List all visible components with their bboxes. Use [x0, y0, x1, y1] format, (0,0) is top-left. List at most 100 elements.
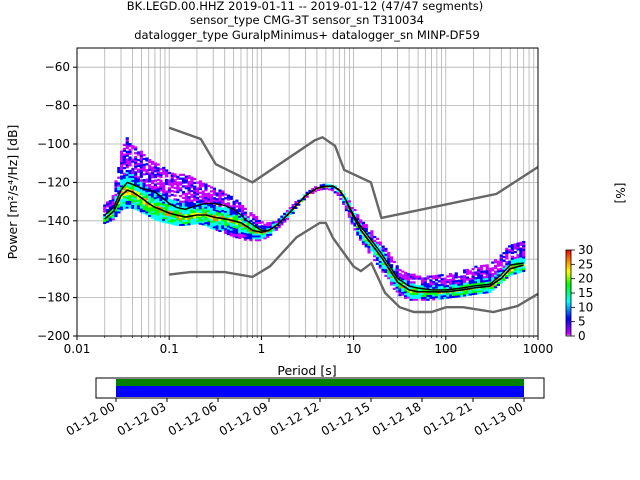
- density-cell: [156, 219, 160, 222]
- density-cell: [179, 221, 183, 224]
- density-cell: [150, 197, 155, 200]
- density-cell: [167, 217, 172, 221]
- density-cell: [249, 229, 253, 232]
- density-cell: [491, 261, 495, 264]
- density-cell: [134, 157, 138, 161]
- density-cell: [122, 163, 127, 166]
- density-cell: [128, 152, 132, 155]
- density-cell: [224, 231, 228, 234]
- x-axis-ticks: 0.01 0.1 1 10 100 1000: [64, 336, 553, 356]
- density-cell: [384, 255, 388, 258]
- density-cell: [221, 201, 225, 205]
- density-cell: [195, 221, 200, 225]
- density-cell: [493, 274, 498, 277]
- density-cell: [187, 217, 191, 220]
- density-cell: [516, 257, 520, 261]
- density-cell: [125, 173, 129, 176]
- density-cell: [505, 265, 509, 268]
- density-cell: [159, 187, 163, 190]
- density-cell: [474, 290, 478, 293]
- density-cell: [173, 186, 177, 190]
- density-cell: [446, 296, 450, 299]
- density-cell: [193, 197, 197, 200]
- density-cell: [201, 209, 205, 212]
- density-cell: [420, 283, 425, 286]
- density-cell: [120, 171, 124, 174]
- density-cell: [198, 191, 202, 194]
- density-cell: [457, 291, 461, 294]
- density-cell: [162, 216, 166, 219]
- density-cell: [134, 161, 138, 164]
- density-cell: [198, 210, 202, 214]
- density-cell: [190, 176, 194, 179]
- density-cell: [389, 266, 394, 269]
- density-cell: [150, 185, 155, 188]
- density-cell: [150, 216, 155, 219]
- density-cell: [131, 147, 135, 150]
- density-cell: [114, 186, 118, 189]
- density-cell: [176, 181, 180, 184]
- density-cell: [491, 276, 495, 280]
- density-cell: [389, 264, 394, 267]
- density-cell: [522, 248, 526, 251]
- density-cell: [184, 198, 188, 201]
- density-cell: [131, 145, 135, 148]
- density-cell: [432, 284, 436, 288]
- density-cell: [406, 296, 411, 299]
- density-cell: [395, 288, 399, 291]
- density-cell: [496, 281, 501, 284]
- density-cell: [210, 186, 214, 189]
- density-cell: [468, 272, 472, 275]
- density-cell: [493, 270, 498, 273]
- density-cell: [181, 204, 186, 207]
- density-cell: [120, 187, 124, 190]
- density-cell: [499, 258, 503, 261]
- density-cell: [367, 245, 371, 248]
- density-cell: [502, 255, 506, 259]
- density-cell: [356, 214, 360, 217]
- density-cell: [238, 206, 242, 209]
- density-cell: [117, 203, 121, 206]
- density-cell: [434, 284, 439, 287]
- density-cell: [170, 220, 174, 223]
- density-cell: [463, 269, 467, 272]
- density-cell: [190, 203, 194, 206]
- y-tick-label: −160: [37, 252, 70, 266]
- density-cell: [108, 215, 112, 218]
- density-cell: [114, 207, 118, 210]
- density-cell: [176, 221, 180, 224]
- density-cell: [361, 242, 366, 246]
- density-cell: [136, 162, 141, 166]
- density-cell: [122, 153, 127, 156]
- density-cell: [232, 229, 236, 232]
- density-cell: [204, 193, 208, 196]
- density-cell: [207, 225, 211, 228]
- density-cell: [204, 223, 208, 226]
- density-cell: [165, 180, 169, 184]
- density-cell: [190, 216, 194, 220]
- density-cell: [165, 198, 169, 201]
- density-cell: [131, 185, 135, 188]
- x-tick-label: 0.01: [64, 342, 91, 356]
- density-cell: [122, 174, 127, 177]
- density-cell: [485, 273, 489, 277]
- density-cell: [426, 277, 430, 280]
- density-cell: [162, 199, 166, 202]
- density-cell: [508, 272, 512, 275]
- density-cell: [142, 207, 146, 211]
- density-cell: [125, 177, 129, 180]
- density-cell: [176, 185, 180, 188]
- density-cell: [165, 205, 169, 209]
- density-cell: [204, 189, 208, 192]
- density-cell: [215, 223, 219, 226]
- density-cell: [210, 205, 214, 208]
- density-cell: [474, 288, 478, 291]
- density-cell: [131, 158, 135, 161]
- density-cell: [226, 221, 231, 224]
- density-cell: [516, 267, 520, 270]
- density-cell: [173, 175, 177, 178]
- density-cell: [229, 234, 233, 237]
- chart-title-line-2: sensor_type CMG-3T sensor_sn T310034: [190, 13, 424, 27]
- density-cell: [381, 245, 385, 248]
- density-cell: [117, 205, 121, 208]
